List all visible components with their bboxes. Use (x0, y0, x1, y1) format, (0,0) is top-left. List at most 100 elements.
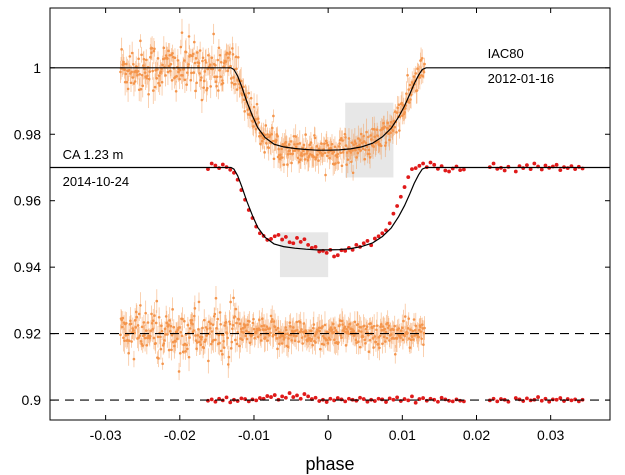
iac80-residuals-point (248, 320, 251, 323)
ca-1-23-m-photometry-point (573, 167, 578, 172)
iac80-photometry-point (247, 91, 251, 95)
iac80-photometry-point (294, 135, 297, 138)
iac80-photometry-point (150, 47, 154, 50)
ca-1-23-m-residuals-point (354, 398, 359, 403)
iac80-residuals-point (276, 347, 279, 351)
iac80-photometry-point (389, 131, 392, 135)
ca-1-23-m-residuals-point (554, 397, 559, 402)
iac80-photometry-point (345, 163, 348, 166)
iac80-photometry-point (207, 53, 210, 57)
ca-1-23-m-photometry-point (365, 239, 370, 243)
iac80-residuals-point (393, 324, 396, 328)
iac80-photometry-point (305, 152, 309, 155)
iac80-residuals-point (306, 334, 310, 337)
iac80-photometry-point (364, 148, 367, 152)
iac80-residuals-point (376, 342, 380, 346)
iac80-residuals-point (381, 325, 385, 328)
ca-1-23-m-residuals-point (550, 397, 555, 402)
iac80-photometry-point (401, 114, 404, 117)
iac80-residuals-point (269, 331, 272, 335)
iac80-photometry-point (344, 144, 348, 147)
iac80-photometry-point (157, 74, 161, 77)
iac80-residuals-point (372, 324, 376, 328)
iac80-residuals-point (253, 336, 256, 340)
ca-1-23-m-photometry-point (217, 166, 222, 171)
iac80-residuals-point (330, 328, 334, 331)
ca-1-23-m-residuals-point (387, 396, 392, 401)
ca-1-23-m-residuals-point (258, 396, 262, 400)
iac80-residuals-point (124, 334, 128, 337)
iac80-residuals-point (195, 341, 199, 344)
iac80-residuals-point (269, 314, 273, 318)
iac80-photometry-point (187, 35, 191, 38)
iac80-residuals-point (143, 336, 147, 340)
ca-1-23-m-residuals-point (298, 396, 303, 401)
iac80-residuals-point (295, 320, 299, 324)
iac80-residuals-point (120, 325, 124, 329)
iac80-residuals-point (346, 330, 350, 333)
iac80-photometry-point (122, 62, 126, 66)
iac80-photometry-point (136, 69, 140, 73)
iac80-residuals-point (362, 324, 366, 328)
iac80-residuals-point (152, 336, 156, 340)
iac80-photometry-point (157, 81, 160, 85)
iac80-residuals-point (328, 328, 331, 331)
iac80-residuals-point (283, 332, 287, 336)
iac80-photometry-point (284, 140, 288, 144)
iac80-residuals-point (348, 322, 352, 326)
iac80-photometry-point (128, 55, 132, 58)
iac80-residuals-point (247, 331, 251, 334)
iac80-residuals-point (419, 325, 422, 329)
iac80-residuals-point (317, 336, 320, 339)
iac80-residuals-point (299, 330, 303, 333)
iac80-residuals-point (146, 321, 150, 324)
iac80-photometry-point (347, 137, 351, 140)
iac80-residuals-point (231, 327, 234, 330)
iac80-photometry-point (201, 59, 204, 63)
iac80-residuals-point (343, 325, 347, 329)
iac80-residuals-point (408, 346, 412, 349)
iac80-photometry-point (386, 121, 389, 125)
iac80-residuals-point (234, 307, 238, 311)
iac80-residuals-point (259, 339, 263, 342)
iac80-photometry-point (208, 63, 212, 66)
annotation-label: CA 1.23 m (63, 147, 124, 162)
iac80-photometry-point (325, 141, 329, 145)
iac80-residuals-point (384, 340, 387, 343)
iac80-residuals-point (412, 338, 415, 341)
iac80-photometry-point (197, 61, 201, 65)
iac80-residuals-point (395, 336, 399, 340)
iac80-photometry-point (368, 156, 372, 159)
iac80-residuals-point (337, 341, 340, 344)
ca-1-23-m-photometry-point (506, 164, 511, 169)
iac80-residuals-point (196, 334, 200, 337)
iac80-residuals-point (246, 323, 249, 326)
iac80-residuals-point (255, 331, 258, 335)
iac80-photometry-point (395, 130, 398, 134)
ca-1-23-m-photometry-point (313, 244, 318, 249)
iac80-photometry-point (299, 158, 302, 162)
iac80-residuals-point (385, 336, 389, 340)
iac80-photometry-point (350, 141, 354, 144)
iac80-photometry-point (226, 69, 229, 73)
iac80-photometry-point (202, 79, 206, 83)
iac80-photometry-point (252, 125, 255, 128)
iac80-photometry-point (280, 147, 283, 151)
iac80-photometry-point (277, 147, 280, 151)
iac80-photometry-point (200, 76, 203, 79)
iac80-photometry-point (205, 88, 208, 92)
iac80-photometry-point (361, 141, 364, 145)
iac80-photometry-point (202, 86, 205, 89)
iac80-photometry-point (344, 136, 347, 139)
iac80-photometry-point (398, 129, 401, 132)
iac80-photometry-point (148, 70, 152, 73)
iac80-photometry-point (313, 134, 316, 137)
iac80-residuals-point (132, 329, 135, 332)
iac80-photometry-point (351, 149, 354, 152)
iac80-residuals-point (413, 328, 417, 332)
ca-1-23-m-photometry-point (447, 169, 451, 174)
ca-1-23-m-residuals-point (547, 399, 552, 404)
x-tick-label: 0.02 (463, 427, 490, 443)
ca-1-23-m-photometry-point (354, 243, 359, 247)
iac80-residuals-point (203, 340, 207, 343)
